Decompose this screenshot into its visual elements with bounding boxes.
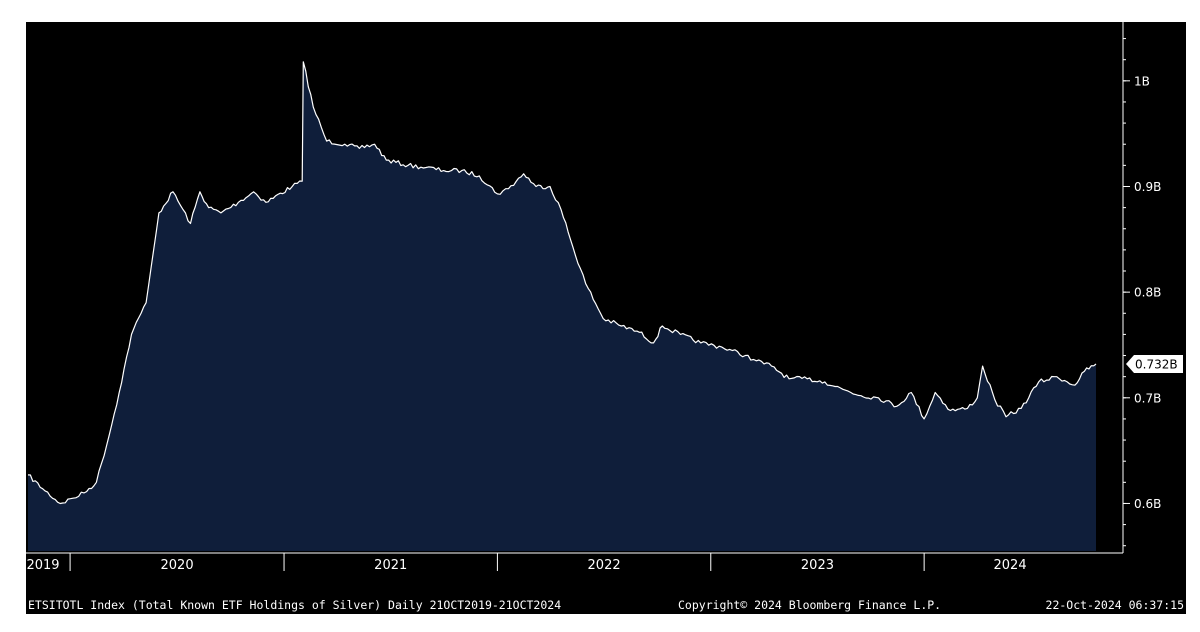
footer-description: ETSITOTL Index (Total Known ETF Holdings… [28,598,562,612]
chart-panel: 0.6B 0.7B 0.8B 0.9B 1B 0.732B 2019 2020 2021 2022… [26,22,1186,614]
y-tick-0.7B: 0.7B [1123,391,1161,405]
y-tick-0.6B: 0.6B [1123,497,1161,511]
y-tick-label: 0.9B [1134,180,1161,194]
last-value-badge [1126,354,1183,373]
series-line [27,61,1097,505]
y-tick-label: 0.8B [1134,286,1161,300]
footer-copyright: Copyright© 2024 Bloomberg Finance L.P. [678,598,942,612]
x-tick-label-2019: 2019 [26,558,59,573]
y-tick-1B: 1B [1123,74,1150,88]
y-tick-label: 1B [1134,74,1150,88]
x-tick-label-2021: 2021 [374,558,407,573]
x-tick-label-2022: 2022 [588,558,621,573]
x-tick-label-2020: 2020 [161,558,194,573]
last-value-label: 0.732B [1135,357,1178,371]
y-tick-label: 0.6B [1134,497,1161,511]
y-tick-label: 0.7B [1134,391,1161,405]
silver-etf-holdings-chart: 0.6B 0.7B 0.8B 0.9B 1B 0.732B 2019 2020 2021 2022… [26,22,1183,573]
x-tick-label-2024: 2024 [994,558,1027,573]
x-tick-label-2023: 2023 [801,558,834,573]
chart-footer: ETSITOTL Index (Total Known ETF Holdings… [28,597,1184,613]
footer-timestamp: 22-Oct-2024 06:37:15 [1045,598,1184,612]
area-layer [27,61,1097,552]
axis-layer: 0.6B 0.7B 0.8B 0.9B 1B 0.732B 2019 2020 2021 2022… [26,22,1183,573]
last-value-marker: 0.732B [1126,354,1183,373]
y-tick-0.9B: 0.9B [1123,180,1161,194]
y-tick-0.8B: 0.8B [1123,286,1161,300]
area-fill [28,61,1096,552]
